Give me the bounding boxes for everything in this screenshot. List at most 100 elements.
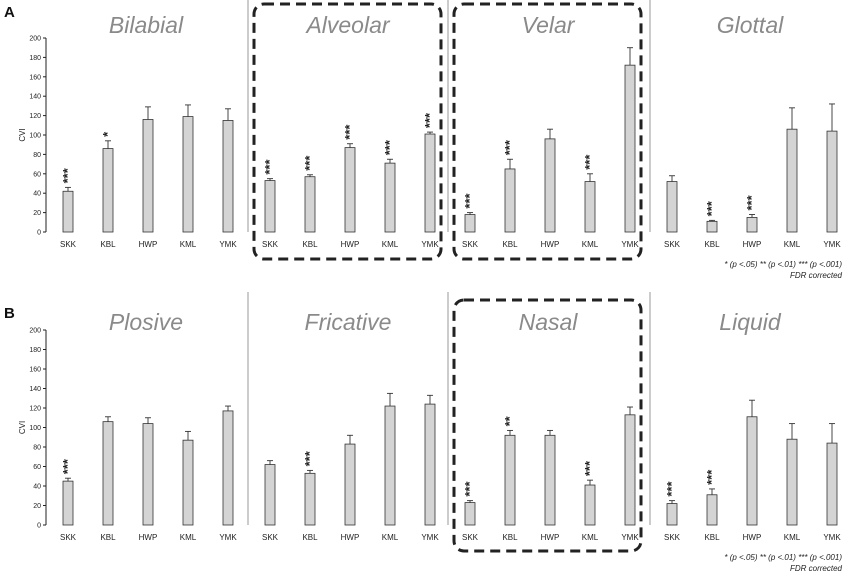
bar bbox=[182, 116, 194, 233]
legend-note: FDR corrected bbox=[790, 564, 843, 573]
category-label: HWP bbox=[139, 533, 158, 542]
bar bbox=[504, 168, 516, 233]
category-label: HWP bbox=[341, 533, 360, 542]
category-label: SKK bbox=[262, 533, 279, 542]
group-title: Plosive bbox=[109, 309, 183, 335]
category-label: HWP bbox=[139, 240, 158, 249]
category-label: SKK bbox=[262, 240, 279, 249]
bar bbox=[384, 405, 396, 526]
category-label: HWP bbox=[341, 240, 360, 249]
bar bbox=[464, 214, 476, 233]
bar bbox=[222, 120, 234, 233]
y-tick-label: 100 bbox=[29, 133, 41, 140]
category-label: KML bbox=[784, 240, 801, 249]
legend-note: FDR corrected bbox=[790, 271, 843, 280]
bar bbox=[304, 472, 316, 526]
category-label: KML bbox=[582, 533, 599, 542]
category-label: YMK bbox=[421, 240, 439, 249]
y-tick-label: 120 bbox=[29, 406, 41, 413]
bar bbox=[102, 148, 114, 233]
bar bbox=[344, 147, 356, 233]
significance-mark: *** bbox=[704, 469, 719, 485]
category-label: HWP bbox=[541, 533, 560, 542]
bar bbox=[706, 220, 718, 233]
bar bbox=[264, 180, 276, 233]
category-label: HWP bbox=[743, 533, 762, 542]
bar bbox=[584, 181, 596, 233]
category-label: YMK bbox=[219, 240, 237, 249]
category-label: KML bbox=[180, 240, 197, 249]
y-tick-label: 160 bbox=[29, 367, 41, 374]
bar bbox=[182, 439, 194, 526]
significance-mark: *** bbox=[502, 139, 517, 155]
category-label: KBL bbox=[302, 240, 318, 249]
category-label: SKK bbox=[462, 533, 479, 542]
category-label: SKK bbox=[60, 240, 77, 249]
group-title: Bilabial bbox=[109, 12, 184, 38]
category-label: KBL bbox=[704, 240, 720, 249]
bar bbox=[786, 438, 798, 526]
highlight-box bbox=[452, 2, 643, 261]
significance-mark: ** bbox=[502, 415, 517, 426]
group-title: Glottal bbox=[717, 12, 784, 38]
legend-significance: * (p <.05) ** (p <.01) *** (p <.001) bbox=[724, 260, 842, 269]
y-tick-label: 100 bbox=[29, 425, 41, 432]
bar bbox=[62, 480, 74, 526]
bar bbox=[624, 414, 636, 526]
bar bbox=[222, 410, 234, 526]
bar bbox=[706, 494, 718, 526]
significance-mark: *** bbox=[664, 481, 679, 497]
y-axis-label: CVI bbox=[18, 128, 27, 141]
bar bbox=[584, 484, 596, 526]
y-tick-label: 200 bbox=[29, 36, 41, 43]
bar bbox=[344, 443, 356, 526]
category-label: YMK bbox=[219, 533, 237, 542]
bar bbox=[62, 190, 74, 233]
y-tick-label: 0 bbox=[37, 523, 41, 530]
significance-mark: *** bbox=[704, 200, 719, 216]
category-label: KBL bbox=[100, 240, 116, 249]
category-label: KML bbox=[180, 533, 197, 542]
y-tick-label: 40 bbox=[33, 484, 41, 491]
y-axis-label: CVI bbox=[18, 421, 27, 434]
y-tick-label: 40 bbox=[33, 191, 41, 198]
category-label: KBL bbox=[502, 533, 518, 542]
category-label: YMK bbox=[421, 533, 439, 542]
significance-mark: *** bbox=[382, 139, 397, 155]
significance-mark: *** bbox=[60, 458, 75, 474]
category-label: KML bbox=[784, 533, 801, 542]
bar bbox=[746, 217, 758, 233]
significance-mark: * bbox=[100, 131, 115, 137]
group-title: Alveolar bbox=[304, 12, 390, 38]
bar bbox=[384, 162, 396, 233]
bar bbox=[666, 181, 678, 233]
y-tick-label: 60 bbox=[33, 464, 41, 471]
category-label: SKK bbox=[462, 240, 479, 249]
significance-mark: *** bbox=[462, 192, 477, 208]
category-label: HWP bbox=[541, 240, 560, 249]
significance-mark: *** bbox=[302, 155, 317, 171]
significance-mark: *** bbox=[744, 194, 759, 210]
category-label: YMK bbox=[823, 533, 841, 542]
category-label: KML bbox=[382, 533, 399, 542]
category-label: YMK bbox=[621, 533, 639, 542]
bar bbox=[464, 502, 476, 526]
bar bbox=[102, 421, 114, 526]
bar bbox=[666, 503, 678, 526]
bar bbox=[746, 416, 758, 526]
significance-mark: *** bbox=[302, 450, 317, 466]
bar bbox=[624, 64, 636, 233]
bar bbox=[304, 176, 316, 233]
bar bbox=[786, 128, 798, 233]
group-title: Velar bbox=[522, 12, 576, 38]
significance-mark: *** bbox=[582, 460, 597, 476]
significance-mark: *** bbox=[60, 167, 75, 183]
bar bbox=[826, 130, 838, 233]
y-tick-label: 180 bbox=[29, 55, 41, 62]
bar bbox=[264, 464, 276, 526]
significance-mark: *** bbox=[582, 154, 597, 170]
y-tick-label: 200 bbox=[29, 328, 41, 335]
category-label: KBL bbox=[302, 533, 318, 542]
bar bbox=[544, 434, 556, 526]
